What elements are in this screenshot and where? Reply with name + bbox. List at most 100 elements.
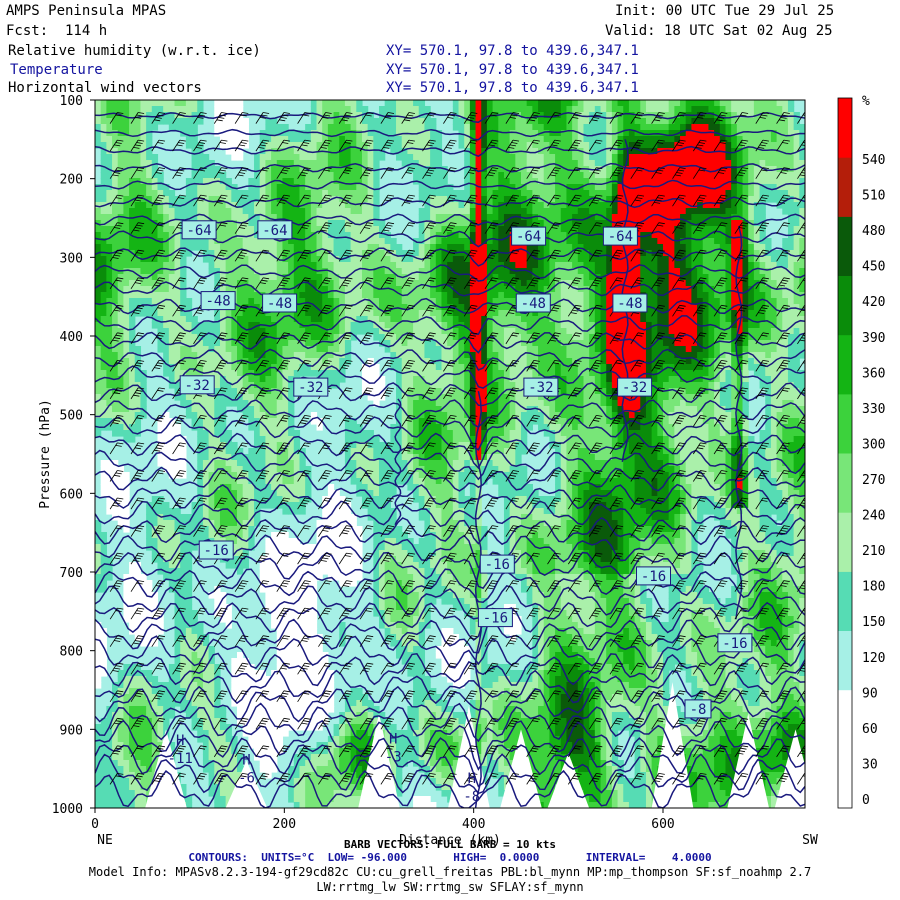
rh-cell — [583, 298, 590, 305]
rh-cell — [509, 136, 516, 143]
rh-cell — [594, 154, 602, 161]
rh-cell — [515, 106, 522, 113]
rh-cell — [742, 334, 749, 341]
rh-cell — [492, 226, 499, 233]
rh-cell — [112, 334, 119, 341]
rh-cell — [674, 346, 681, 353]
rh-cell — [691, 238, 698, 245]
rh-cell — [185, 196, 193, 203]
rh-cell — [731, 136, 738, 143]
rh-cell — [549, 274, 556, 281]
rh-cell — [123, 100, 130, 107]
rh-cell — [663, 268, 670, 275]
rh-cell — [214, 286, 221, 293]
rh-cell — [589, 172, 596, 179]
rh-cell — [742, 226, 749, 233]
rh-cell — [123, 244, 130, 251]
rh-cell — [117, 142, 124, 149]
rh-cell — [555, 328, 562, 335]
rh-cell — [799, 322, 805, 329]
rh-cell — [157, 202, 164, 209]
rh-cell — [259, 238, 266, 245]
rh-cell — [498, 280, 505, 287]
rh-cell — [623, 100, 630, 107]
rh-cell — [549, 256, 556, 263]
rh-cell — [594, 172, 602, 179]
rh-cell — [731, 334, 738, 341]
rh-cell — [140, 160, 147, 167]
rh-cell — [731, 166, 738, 173]
rh-cell — [503, 274, 511, 281]
rh-cell — [384, 346, 391, 353]
rh-cell — [356, 208, 363, 215]
rh-cell — [759, 208, 766, 215]
rh-cell — [430, 346, 437, 353]
rh-cell — [782, 142, 789, 149]
rh-cell — [424, 226, 431, 233]
rh-cell — [254, 196, 261, 203]
rh-cell — [532, 262, 539, 269]
rh-cell — [748, 154, 755, 161]
rh-cell — [106, 328, 113, 335]
rh-cell — [424, 118, 431, 125]
rh-cell — [464, 166, 471, 173]
rh-cell — [185, 298, 193, 305]
rh-cell — [225, 220, 232, 227]
rh-cell — [742, 310, 749, 317]
rh-cell — [538, 346, 545, 353]
rh-cell — [469, 196, 477, 203]
rh-cell — [782, 106, 789, 113]
rh-cell — [486, 358, 494, 365]
rh-cell — [146, 106, 153, 113]
rh-cell — [538, 328, 545, 335]
rh-cell — [725, 298, 732, 305]
rh-cell — [248, 328, 255, 335]
rh-cell — [407, 286, 414, 293]
rh-cell — [464, 352, 471, 359]
rh-cell — [486, 304, 494, 311]
rh-cell — [441, 172, 448, 179]
rh-cell — [753, 208, 761, 215]
rh-cell — [680, 208, 687, 215]
rh-cell — [310, 220, 318, 227]
rh-cell — [191, 184, 198, 191]
rh-cell — [225, 358, 232, 365]
rh-cell — [492, 184, 499, 191]
rh-cell — [95, 136, 102, 143]
rh-cell — [759, 130, 766, 137]
rh-cell — [498, 286, 505, 293]
rh-cell — [714, 238, 721, 245]
rh-cell — [623, 208, 630, 215]
rh-cell — [464, 154, 471, 161]
rh-cell — [441, 178, 448, 185]
rh-cell — [787, 256, 795, 263]
rh-cell — [333, 238, 340, 245]
rh-cell — [401, 106, 408, 113]
rh-cell — [464, 130, 471, 137]
rh-cell — [509, 244, 516, 251]
rh-cell — [219, 244, 227, 251]
rh-cell — [486, 292, 494, 299]
rh-cell — [486, 130, 494, 137]
rh-cell — [106, 214, 113, 221]
rh-cell — [282, 130, 289, 137]
rh-cell — [129, 340, 136, 347]
rh-cell — [538, 142, 545, 149]
rh-cell — [225, 250, 232, 257]
rh-cell — [344, 208, 352, 215]
rh-cell — [674, 274, 681, 281]
rh-cell — [782, 172, 789, 179]
rh-cell — [231, 202, 238, 209]
rh-cell — [566, 100, 573, 107]
rh-cell — [691, 202, 698, 209]
rh-cell — [129, 322, 136, 329]
rh-cell — [572, 328, 579, 335]
rh-cell — [787, 124, 795, 131]
rh-cell — [566, 268, 573, 275]
rh-cell — [396, 250, 403, 257]
rh-cell — [208, 184, 215, 191]
rh-cell — [600, 244, 607, 251]
rh-cell — [521, 106, 528, 113]
rh-cell — [657, 334, 664, 341]
rh-cell — [100, 286, 107, 293]
